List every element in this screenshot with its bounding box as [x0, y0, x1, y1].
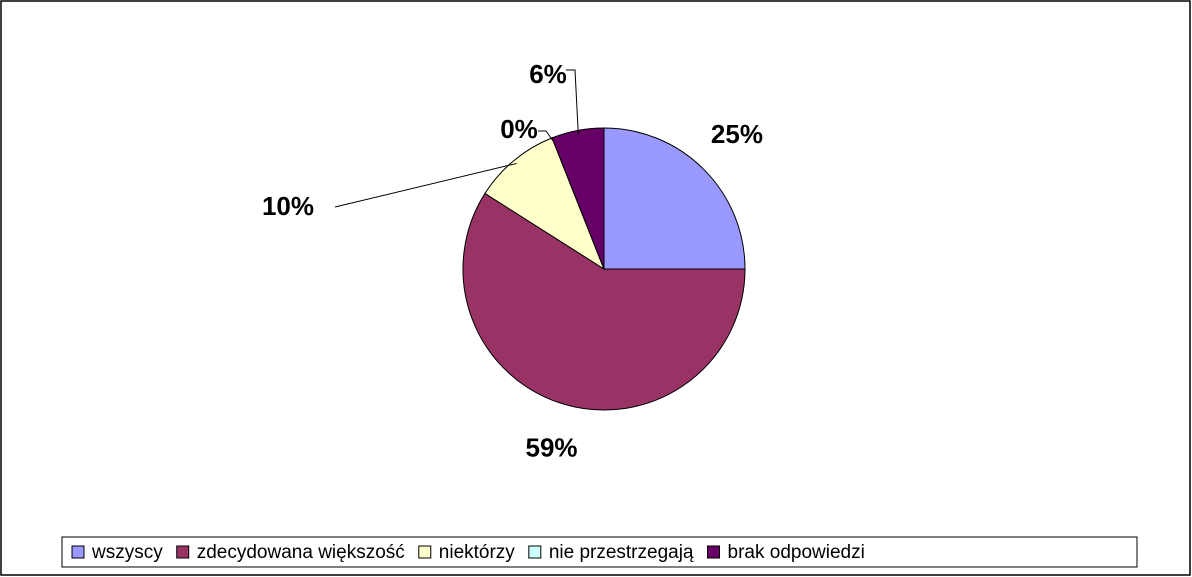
- data-label: 59%: [526, 432, 578, 462]
- data-label: 0%: [500, 114, 538, 144]
- data-label: 10%: [262, 191, 314, 221]
- pie-slice: [462, 192, 746, 411]
- legend-box: [61, 536, 1138, 568]
- legend-label: niektórzy: [439, 542, 516, 563]
- legend-label: zdecydowana większość: [197, 542, 405, 563]
- legend-swatch: [528, 545, 542, 559]
- pie-slice: [603, 127, 746, 270]
- leader-line: [566, 69, 579, 135]
- legend-label: nie przestrzegają: [549, 542, 694, 563]
- legend-swatch: [418, 545, 432, 559]
- leader-line: [334, 162, 517, 208]
- legend-swatch: [71, 545, 85, 559]
- legend-label: brak odpowiedzi: [728, 542, 865, 563]
- pie-slice: [484, 137, 606, 271]
- data-label: 25%: [711, 119, 763, 149]
- legend-swatch: [707, 545, 721, 559]
- leader-line: [538, 130, 554, 142]
- pie-slice: [551, 127, 605, 270]
- data-label: 6%: [529, 59, 567, 89]
- legend-swatch: [176, 545, 190, 559]
- legend-label: wszyscy: [91, 542, 163, 563]
